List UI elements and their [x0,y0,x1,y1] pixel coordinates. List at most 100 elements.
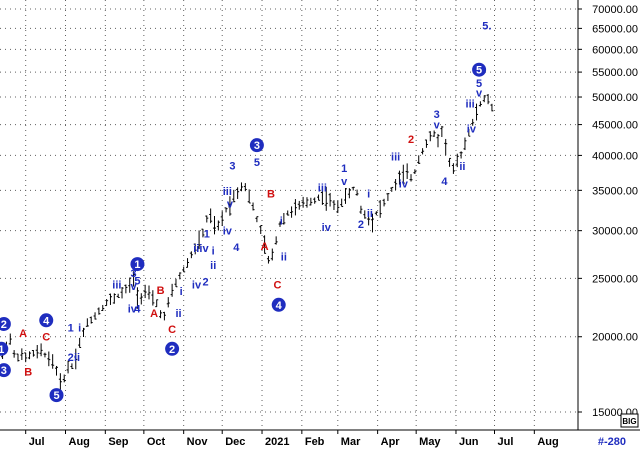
price-bar [55,365,59,376]
price-bar [378,200,382,218]
price-bar [467,128,471,137]
svg-text:BIG: BIG [622,417,636,426]
y-tick-label: 25000.00 [592,273,638,285]
price-bar [78,337,82,348]
wave-label-red: C [273,280,281,292]
price-bar [401,164,405,184]
price-bar [409,174,413,182]
price-bar [382,198,386,207]
svg-text:4: 4 [276,300,283,312]
wave-label-red: A [150,308,158,320]
price-bar [475,103,479,121]
price-bar [28,351,32,360]
wave-label-circled: 4 [271,297,286,312]
price-bar [332,200,336,210]
price-bar [278,221,282,227]
price-bar [236,187,240,199]
wave-label-blue: iii [318,182,327,194]
wave-label-blue: 5 [476,78,482,90]
price-bar [270,248,274,261]
price-bar [193,243,197,255]
y-tick-label: 70000.00 [592,4,638,16]
price-bar [478,101,482,107]
price-bar [128,277,132,293]
price-bar [220,211,224,227]
price-bar [93,312,97,320]
wave-label-blue: iv [192,280,202,292]
y-tick-label: 60000.00 [592,44,638,56]
wave-label-blue: iv [322,222,332,234]
wave-label-blue: 4 [134,303,141,315]
wave-label-circled: 1 [0,341,9,356]
wave-label-blue: iii [112,280,121,292]
price-bar [282,212,286,225]
price-bar [189,251,193,259]
wave-label-blue: v [476,87,483,99]
price-bar [301,196,305,208]
price-bar [174,278,178,288]
price-bar [108,293,112,305]
x-tick-label: Jun [459,436,479,448]
svg-text:2: 2 [1,319,7,331]
wave-label-red: B [157,285,165,297]
price-bar [170,283,174,297]
price-bar [286,210,290,216]
price-bar [259,224,263,235]
corner-label: #-280 [598,436,626,448]
wave-label-blue: 2 [202,277,208,289]
x-tick-label: Oct [147,436,166,448]
price-bar [186,258,190,268]
y-tick-label: 50000.00 [592,92,638,104]
wave-label-blue: iii [223,186,232,198]
y-tick-label: 40000.00 [592,150,638,162]
price-bar [290,206,294,218]
y-tick-label: 35000.00 [592,185,638,197]
price-bar [340,198,344,208]
price-bar [213,216,217,235]
price-bar [232,189,236,203]
price-bar [47,351,51,367]
price-bar [394,178,398,190]
price-bar [20,348,24,361]
corner-badge: BIG [620,413,639,428]
price-bar [367,216,371,226]
price-bar [105,299,109,307]
price-bar [482,95,486,103]
price-bar [43,352,47,358]
price-bar [74,348,78,370]
y-tick-label: 65000.00 [592,23,638,35]
price-bar [432,130,436,137]
y-tick-label: 20000.00 [592,332,638,344]
price-bar [8,333,12,345]
svg-text:1: 1 [0,344,4,356]
wave-label-blue: iv [128,303,138,315]
price-bar [336,200,340,214]
svg-text:4: 4 [43,315,50,327]
price-bar [397,170,401,185]
wave-label-blue: ii [367,208,373,220]
price-bar [205,215,209,223]
price-bar [182,266,186,273]
price-bar [451,163,455,174]
x-tick-label: Nov [187,436,209,448]
price-bar [51,354,55,369]
x-tick-label: Aug [69,436,90,448]
wave-label-blue: 1 [68,323,74,335]
price-bar [159,310,163,319]
price-bar [266,255,270,264]
price-bar [124,284,128,294]
wave-label-blue: i [78,323,81,335]
price-bar [463,137,467,151]
wave-label-blue: i [180,286,183,298]
price-bar [428,131,432,142]
price-bar [351,186,355,191]
price-bar [24,352,28,363]
price-bar [247,189,251,204]
wave-label-blue: iv [399,179,409,191]
svg-text:5: 5 [476,65,482,77]
wave-label-red: A [261,241,269,253]
price-bar [155,299,159,308]
price-bar [251,202,255,211]
price-bar [147,285,151,300]
